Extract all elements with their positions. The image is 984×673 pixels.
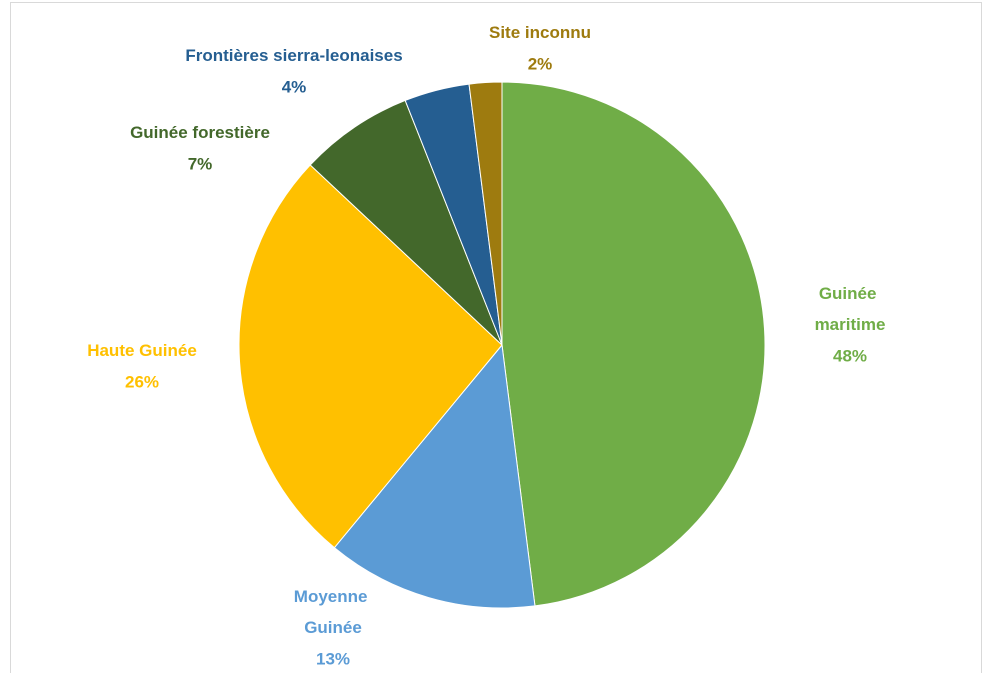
category-label: Guinée maritime	[815, 284, 886, 334]
value-label: 2%	[528, 54, 553, 73]
value-label: 26%	[125, 372, 159, 391]
pie-slice	[238, 164, 503, 549]
pie-slice	[468, 81, 503, 346]
pie-slice	[309, 99, 503, 346]
value-label: 4%	[282, 77, 307, 96]
category-label: Haute Guinée	[87, 341, 197, 360]
pie-slice	[333, 343, 536, 609]
category-label: Moyenne Guinée	[294, 587, 372, 637]
pie-slice	[501, 81, 766, 607]
category-label: Frontières sierra-leonaises	[185, 46, 402, 65]
category-label: Guinée forestière	[130, 123, 270, 142]
value-label: 13%	[316, 649, 350, 668]
value-label: 48%	[833, 346, 867, 365]
value-label: 7%	[188, 154, 213, 173]
category-label: Site inconnu	[489, 23, 591, 42]
